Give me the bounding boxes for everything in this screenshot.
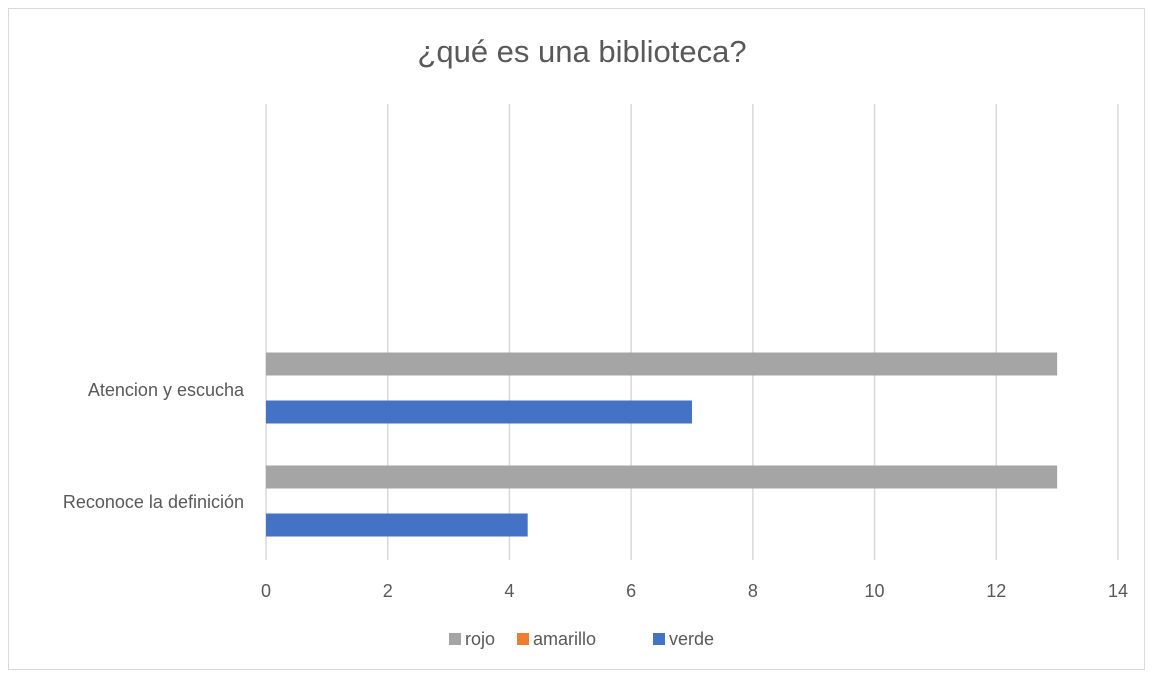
x-tick-label: 0 (261, 581, 271, 601)
x-tick-labels: 0 2 4 6 8 10 12 14 (261, 581, 1128, 601)
legend-swatch-rojo (449, 633, 461, 645)
bar-rojo-0 (266, 465, 1058, 489)
chart-frame (8, 8, 1145, 670)
x-tick-label: 2 (383, 581, 393, 601)
y-tick-labels: Reconoce la definición Atencion y escucha (63, 380, 245, 512)
bar-verde-1 (266, 400, 692, 424)
gridlines (265, 104, 1119, 560)
legend-swatch-amarillo (517, 633, 529, 645)
bar-verde-0 (266, 513, 528, 537)
bars (266, 352, 1058, 537)
x-tick-label: 4 (504, 581, 514, 601)
bar-rojo-1 (266, 352, 1058, 376)
x-tick-label: 8 (748, 581, 758, 601)
chart-title: ¿qué es una biblioteca? (417, 34, 746, 69)
x-tick-label: 10 (865, 581, 885, 601)
legend-label-amarillo: amarillo (533, 629, 596, 649)
legend-label-verde: verde (669, 629, 714, 649)
y-tick-label: Atencion y escucha (88, 380, 245, 400)
x-tick-label: 14 (1108, 581, 1128, 601)
legend-label-rojo: rojo (465, 629, 495, 649)
y-tick-label: Reconoce la definición (63, 492, 244, 512)
legend-swatch-verde (653, 633, 665, 645)
x-tick-label: 12 (986, 581, 1006, 601)
x-tick-label: 6 (626, 581, 636, 601)
legend: rojo amarillo verde (449, 629, 714, 649)
